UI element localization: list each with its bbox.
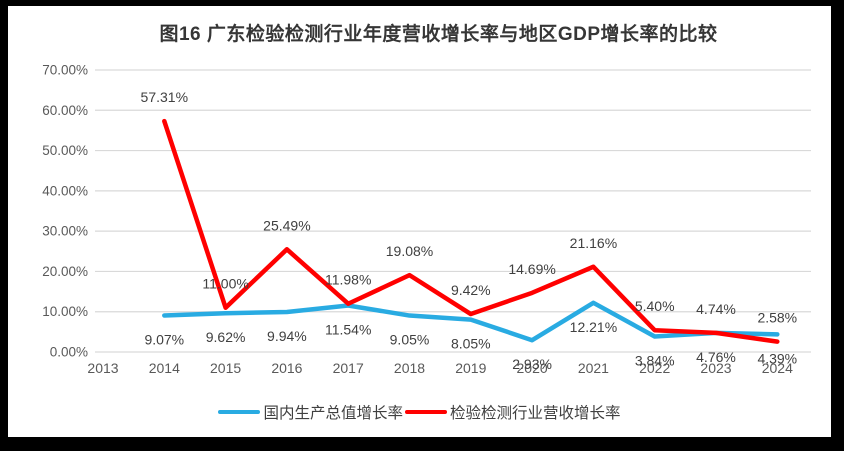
- data-label: 9.94%: [267, 328, 307, 344]
- x-axis-tick-label: 2015: [210, 360, 241, 376]
- data-label: 11.98%: [325, 272, 371, 288]
- data-label: 9.42%: [451, 282, 491, 298]
- data-label: 14.69%: [508, 261, 555, 277]
- x-axis-tick-label: 2018: [394, 360, 425, 376]
- data-label: 11.54%: [325, 322, 371, 338]
- series-line-1: [162, 118, 780, 344]
- data-label: 11.00%: [202, 276, 248, 292]
- legend-line-swatch: [405, 409, 447, 415]
- data-label: 9.07%: [144, 331, 184, 347]
- y-axis-tick-label: 70.00%: [42, 63, 88, 78]
- y-axis-tick-label: 20.00%: [42, 264, 88, 279]
- data-label: 9.62%: [206, 329, 246, 345]
- x-axis-tick-label: 2020: [517, 360, 548, 376]
- chart-title: 图16 广东检验检测行业年度营收增长率与地区GDP增长率的比较: [159, 24, 718, 45]
- x-axis-tick-label: 2024: [762, 360, 793, 376]
- data-label: 2.93%: [512, 356, 552, 372]
- data-label: 19.08%: [386, 243, 433, 259]
- y-axis-tick-label: 30.00%: [42, 224, 88, 239]
- y-axis-tick-label: 60.00%: [42, 103, 88, 118]
- data-label: 2.58%: [757, 310, 797, 326]
- x-axis-tick-label: 2022: [639, 360, 670, 376]
- x-axis-tick-label: 2017: [333, 360, 364, 376]
- x-axis-tick-label: 2014: [149, 360, 180, 376]
- series-line-0: [162, 300, 780, 343]
- data-label: 4.76%: [696, 349, 736, 365]
- chart-legend: 国内生产总值增长率 检验检测行业营收增长率: [8, 401, 831, 423]
- y-axis-tick-label: 50.00%: [42, 143, 88, 158]
- y-axis-tick-label: 10.00%: [42, 304, 88, 319]
- legend-label: 检验检测行业营收增长率: [450, 405, 621, 422]
- data-label: 4.39%: [757, 350, 797, 366]
- data-label: 4.74%: [696, 301, 736, 317]
- y-axis-tick-label: 0.00%: [50, 345, 88, 360]
- data-label: 21.16%: [570, 235, 617, 251]
- chart-container: 图16 广东检验检测行业年度营收增长率与地区GDP增长率的比较 0.00% 10.…: [8, 6, 831, 437]
- data-label: 57.31%: [141, 89, 188, 105]
- y-axis-tick-label: 40.00%: [42, 183, 88, 198]
- legend-line-swatch: [218, 409, 261, 415]
- x-axis-tick-label: 2013: [87, 360, 118, 376]
- data-label: 12.21%: [570, 319, 617, 335]
- data-label: 9.05%: [390, 332, 430, 348]
- data-label: 5.40%: [635, 298, 675, 314]
- x-axis-tick-label: 2021: [578, 360, 609, 376]
- data-label: 3.84%: [635, 353, 675, 369]
- legend-item: 国内生产总值增长率: [218, 401, 403, 423]
- line-chart: 0.00% 10.00% 20.00% 30.00% 40.00% 50.00% 60.00…: [42, 63, 811, 376]
- data-label: 25.49%: [263, 217, 310, 233]
- legend-label: 国内生产总值增长率: [263, 405, 403, 422]
- x-axis-tick-label: 2023: [700, 360, 731, 376]
- x-axis-tick-label: 2019: [455, 360, 486, 376]
- legend-item: 检验检测行业营收增长率: [405, 401, 621, 423]
- x-axis-tick-label: 2016: [271, 360, 302, 376]
- data-label: 8.05%: [451, 336, 491, 352]
